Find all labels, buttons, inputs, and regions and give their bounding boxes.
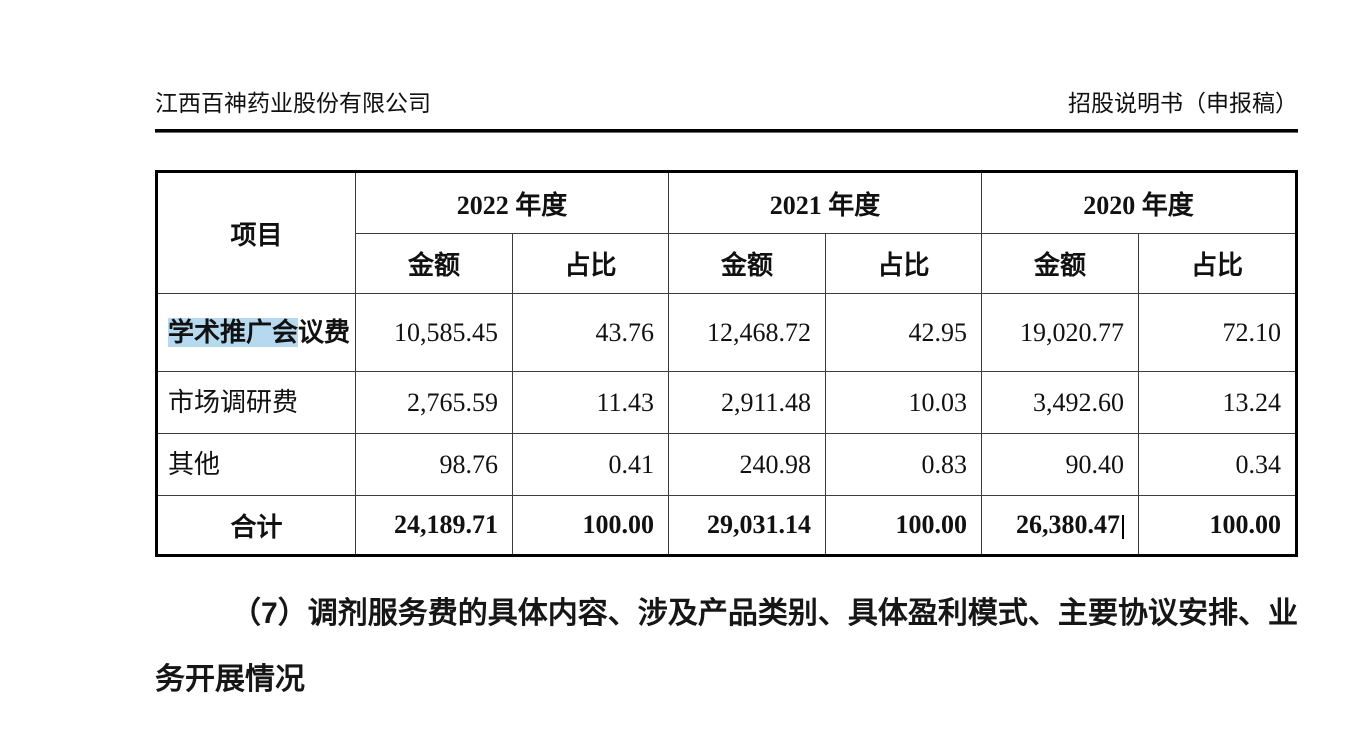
cell-2021-share: 10.03 xyxy=(825,371,983,434)
cell-2021-amount: 240.98 xyxy=(668,433,827,496)
section-heading-7: （7）调剂服务费的具体内容、涉及产品类别、具体盈利模式、主要协议安排、业务开展情… xyxy=(155,597,1298,696)
cell-2022-share: 0.41 xyxy=(511,433,670,496)
cell-2020-share: 100.00 xyxy=(1138,495,1298,556)
col-header-year-2021: 2021 年度 xyxy=(668,171,983,234)
col-header-share-2021: 占比 xyxy=(825,233,983,294)
col-header-share-2020: 占比 xyxy=(1138,233,1298,294)
cell-2022-amount: 10,585.45 xyxy=(355,293,513,372)
row-label-rest: 议费 xyxy=(298,317,351,347)
table-row-total: 合计 24,189.71 100.00 29,031.14 100.00 26,… xyxy=(156,495,1298,556)
row-label-total: 合计 xyxy=(156,495,356,556)
cell-2022-amount: 98.76 xyxy=(355,433,513,496)
cell-2020-amount: 3,492.60 xyxy=(981,371,1140,434)
header-divider-rule xyxy=(155,129,1298,133)
cell-2021-share: 100.00 xyxy=(825,495,983,556)
col-header-item: 项目 xyxy=(156,171,356,294)
col-header-amount-2021: 金额 xyxy=(668,233,827,294)
page-header: 江西百神药业股份有限公司 招股说明书（申报稿） xyxy=(155,0,1298,120)
col-header-amount-2020: 金额 xyxy=(981,233,1140,294)
col-header-year-2022: 2022 年度 xyxy=(354,171,670,234)
row-label-other: 其他 xyxy=(156,433,356,496)
col-header-amount-2022: 金额 xyxy=(355,233,513,294)
table-row-market-research: 市场调研费 2,765.59 11.43 2,911.48 10.03 3,49… xyxy=(156,371,1298,434)
text-cursor xyxy=(1122,515,1125,539)
cell-2022-share: 100.00 xyxy=(511,495,670,556)
row-label-academic-promotion: 学术推广会议费 xyxy=(156,293,356,372)
cell-2021-amount: 2,911.48 xyxy=(668,371,827,434)
cell-2020-amount: 19,020.77 xyxy=(981,293,1140,372)
cell-2022-share: 43.76 xyxy=(511,293,670,372)
total-2020-amount-value: 26,380.47 xyxy=(1016,510,1121,539)
selected-text-highlight[interactable]: 学术推广会 xyxy=(168,317,299,347)
cell-2020-share: 13.24 xyxy=(1138,371,1298,434)
table-row-other: 其他 98.76 0.41 240.98 0.83 90.40 0.34 xyxy=(156,433,1298,496)
cell-2021-share: 42.95 xyxy=(825,293,983,372)
expense-breakdown-table: 项目 2022 年度 2021 年度 2020 年度 金额 占比 金额 占比 金… xyxy=(155,170,1299,557)
cell-2022-share: 11.43 xyxy=(511,371,670,434)
page-content: 江西百神药业股份有限公司 招股说明书（申报稿） 项目 2022 年度 2021 … xyxy=(155,0,1299,713)
col-header-year-2020: 2020 年度 xyxy=(981,171,1298,234)
doc-type: 招股说明书（申报稿） xyxy=(1068,91,1298,116)
company-name: 江西百神药业股份有限公司 xyxy=(155,91,431,116)
cell-2022-amount: 24,189.71 xyxy=(355,495,513,556)
cell-2021-amount: 29,031.14 xyxy=(668,495,827,556)
cell-2020-amount: 26,380.47 xyxy=(981,495,1140,556)
cell-2020-share: 72.10 xyxy=(1138,293,1298,372)
cell-2021-share: 0.83 xyxy=(825,433,983,496)
table-row-academic-promotion: 学术推广会议费 10,585.45 43.76 12,468.72 42.95 … xyxy=(156,293,1298,372)
cell-2020-amount: 90.40 xyxy=(981,433,1140,496)
cell-2022-amount: 2,765.59 xyxy=(355,371,513,434)
cell-2021-amount: 12,468.72 xyxy=(668,293,827,372)
row-label-market-research: 市场调研费 xyxy=(156,371,356,434)
col-header-share-2022: 占比 xyxy=(511,233,670,294)
cell-2020-share: 0.34 xyxy=(1138,433,1298,496)
